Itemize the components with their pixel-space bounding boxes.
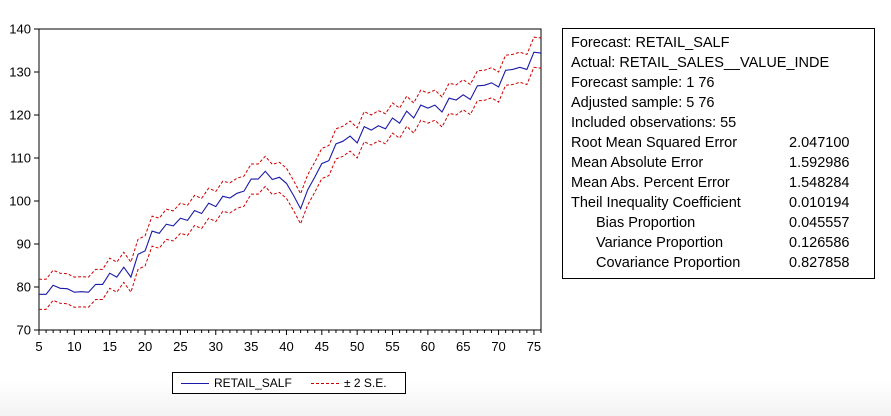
stat-label-rmse: Root Mean Squared Error (571, 135, 738, 151)
stat-value-covariance-proportion: 0.827858 (789, 255, 850, 271)
stat-value-bias-proportion: 0.045557 (789, 215, 850, 231)
x-tick-label: 40 (279, 339, 293, 354)
stat-label-mape: Mean Abs. Percent Error (571, 175, 730, 191)
x-tick-label: 10 (67, 339, 81, 354)
forecast-statistics-panel: Forecast: RETAIL_SALF Actual: RETAIL_SAL… (562, 28, 875, 279)
forecast-line-chart: 70 80 90 100 110 120 130 140 5 10 15 20 25 30 35 40 45 50… (9, 22, 542, 354)
x-tick-label: 20 (138, 339, 152, 354)
stat-value-mape: 1.548284 (789, 175, 850, 191)
x-tick-label: 65 (456, 339, 470, 354)
y-tick-label: 110 (10, 151, 31, 166)
stat-label-mae: Mean Absolute Error (571, 155, 704, 171)
x-tick-label: 50 (350, 339, 364, 354)
x-tick-label: 45 (315, 339, 329, 354)
x-tick-label: 25 (173, 339, 187, 354)
chart-legend: RETAIL_SALF ± 2 S.E. (172, 372, 406, 394)
y-tick-label: 120 (9, 108, 31, 123)
legend-label-se-band: ± 2 S.E. (344, 376, 387, 390)
x-tick-label: 15 (102, 339, 116, 354)
x-tick-label: 60 (421, 339, 435, 354)
y-tick-label: 130 (9, 65, 31, 80)
y-tick-label: 140 (9, 22, 31, 37)
y-tick-label: 90 (17, 237, 31, 252)
x-tick-label: 55 (385, 339, 399, 354)
y-tick-label: 100 (9, 194, 31, 209)
stat-label-theil: Theil Inequality Coefficient (571, 195, 741, 211)
x-tick-label: 75 (527, 339, 541, 354)
x-tick-label: 35 (244, 339, 258, 354)
stat-value-rmse: 2.047100 (789, 135, 850, 151)
x-tick-label: 5 (35, 339, 42, 354)
upper-2se-band-line (39, 36, 542, 280)
adjusted-sample: Adjusted sample: 5 76 (571, 95, 715, 111)
y-tick-label: 70 (17, 323, 31, 338)
forecast-sample: Forecast sample: 1 76 (571, 75, 715, 91)
plot-area-frame (38, 28, 542, 331)
legend-swatch-se-band (311, 383, 339, 384)
stat-label-bias-proportion: Bias Proportion (596, 215, 696, 231)
actual-series-name: Actual: RETAIL_SALES__VALUE_INDE (571, 55, 830, 71)
forecast-name: Forecast: RETAIL_SALF (571, 35, 730, 51)
lower-2se-band-line (39, 66, 542, 310)
forecast-series-line (39, 51, 542, 295)
stat-value-variance-proportion: 0.126586 (789, 235, 850, 251)
x-tick-label: 30 (209, 339, 223, 354)
stat-label-variance-proportion: Variance Proportion (596, 235, 724, 251)
included-observations: Included observations: 55 (571, 115, 737, 131)
x-tick-label: 70 (491, 339, 505, 354)
stat-label-covariance-proportion: Covariance Proportion (596, 255, 741, 271)
legend-swatch-forecast (181, 383, 209, 384)
stat-value-theil: 0.010194 (789, 195, 850, 211)
y-tick-label: 80 (17, 280, 31, 295)
stat-value-mae: 1.592986 (789, 155, 850, 171)
legend-label-forecast: RETAIL_SALF (214, 376, 292, 390)
